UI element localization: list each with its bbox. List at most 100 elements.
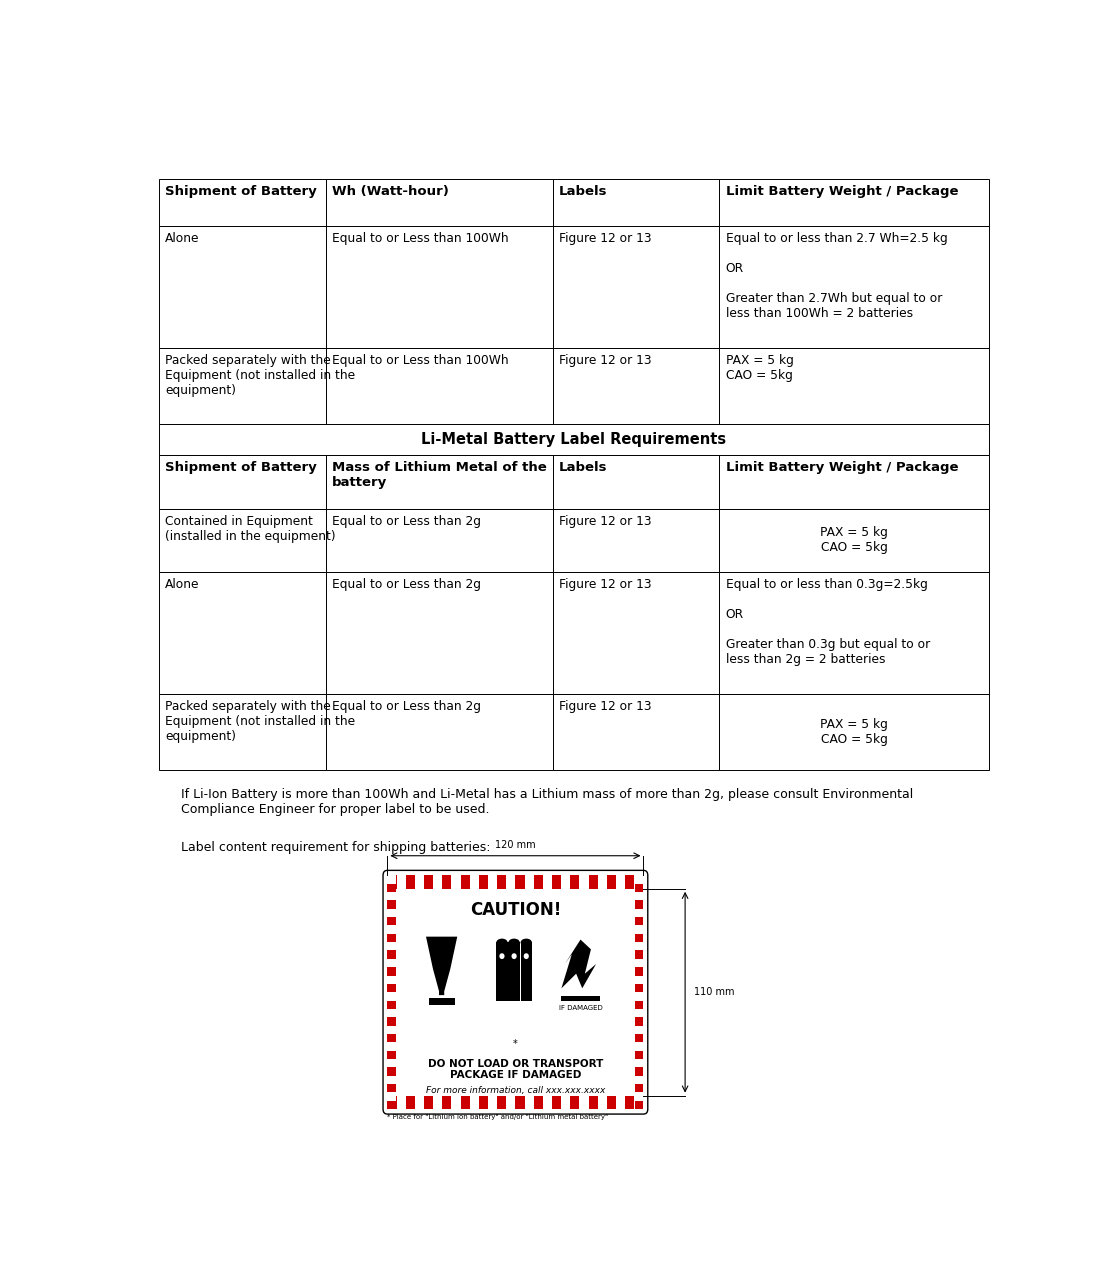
Ellipse shape: [508, 938, 520, 947]
Text: Figure 12 or 13: Figure 12 or 13: [559, 514, 652, 528]
Bar: [442, 1095, 451, 1109]
Text: Labels: Labels: [559, 461, 607, 473]
Bar: [543, 875, 552, 889]
Text: Equal to or Less than 100Wh: Equal to or Less than 100Wh: [332, 232, 508, 244]
Bar: [552, 875, 561, 889]
Bar: [388, 1018, 396, 1025]
Text: Equal to or Less than 2g: Equal to or Less than 2g: [332, 700, 480, 713]
Bar: [561, 875, 570, 889]
Text: PAX = 5 kg
CAO = 5kg: PAX = 5 kg CAO = 5kg: [726, 353, 793, 382]
Bar: [552, 694, 719, 770]
Polygon shape: [561, 939, 596, 989]
Bar: [589, 875, 598, 889]
Bar: [388, 1051, 396, 1060]
Bar: [159, 180, 326, 227]
Bar: [534, 875, 543, 889]
Bar: [635, 1084, 643, 1093]
Bar: [388, 951, 396, 958]
Bar: [433, 1095, 442, 1109]
Bar: [508, 942, 520, 1001]
Bar: [635, 934, 643, 942]
Text: 120 mm: 120 mm: [495, 839, 535, 849]
Text: Equal to or less than 2.7 Wh=2.5 kg

OR

Greater than 2.7Wh but equal to or
less: Equal to or less than 2.7 Wh=2.5 kg OR G…: [726, 232, 948, 320]
Text: Mass of Lithium Metal of the
battery: Mass of Lithium Metal of the battery: [332, 461, 547, 489]
Bar: [521, 942, 532, 1001]
Bar: [719, 454, 989, 509]
Bar: [388, 875, 643, 1109]
Bar: [326, 348, 552, 424]
Bar: [719, 572, 989, 694]
Bar: [570, 1095, 579, 1109]
Bar: [635, 1093, 643, 1101]
Bar: [396, 875, 405, 889]
Bar: [635, 925, 643, 934]
Bar: [388, 925, 396, 934]
Bar: [479, 1095, 488, 1109]
Bar: [607, 875, 616, 889]
Bar: [497, 875, 506, 889]
Bar: [460, 1095, 469, 1109]
Bar: [579, 1095, 589, 1109]
Text: Equal to or less than 0.3g=2.5kg

OR

Greater than 0.3g but equal to or
less tha: Equal to or less than 0.3g=2.5kg OR Grea…: [726, 577, 930, 666]
Ellipse shape: [524, 953, 529, 960]
Text: 110 mm: 110 mm: [693, 987, 735, 998]
Text: Equal to or Less than 2g: Equal to or Less than 2g: [332, 514, 480, 528]
Bar: [524, 875, 534, 889]
Bar: [635, 984, 643, 993]
Bar: [635, 1051, 643, 1060]
Bar: [598, 875, 607, 889]
Bar: [159, 694, 326, 770]
Bar: [469, 1095, 479, 1109]
Text: Li-Metal Battery Label Requirements: Li-Metal Battery Label Requirements: [421, 432, 727, 447]
Bar: [460, 875, 469, 889]
Bar: [635, 884, 643, 893]
Bar: [388, 958, 396, 967]
Bar: [388, 893, 396, 900]
Bar: [388, 900, 396, 909]
Bar: [388, 1034, 396, 1042]
Bar: [388, 1095, 396, 1109]
Bar: [634, 875, 643, 889]
Bar: [635, 993, 643, 1000]
Bar: [552, 1095, 561, 1109]
Bar: [388, 967, 396, 976]
Bar: [159, 509, 326, 572]
Text: CAUTION!: CAUTION!: [469, 900, 561, 919]
Bar: [388, 1067, 396, 1076]
Bar: [506, 875, 515, 889]
Bar: [326, 694, 552, 770]
Bar: [635, 893, 643, 900]
Bar: [388, 1025, 396, 1034]
Bar: [552, 454, 719, 509]
Text: DO NOT LOAD OR TRANSPORT
PACKAGE IF DAMAGED: DO NOT LOAD OR TRANSPORT PACKAGE IF DAMA…: [428, 1058, 603, 1080]
Bar: [326, 227, 552, 348]
Text: Figure 12 or 13: Figure 12 or 13: [559, 353, 652, 367]
Bar: [719, 694, 989, 770]
Bar: [635, 1042, 643, 1051]
Bar: [496, 942, 507, 1001]
Bar: [635, 942, 643, 951]
Bar: [388, 1076, 396, 1084]
Bar: [598, 1095, 607, 1109]
Text: Equal to or Less than 2g: Equal to or Less than 2g: [332, 577, 480, 591]
Bar: [388, 1093, 396, 1101]
Polygon shape: [426, 937, 457, 995]
Bar: [388, 993, 396, 1000]
Bar: [326, 454, 552, 509]
Bar: [424, 1095, 433, 1109]
Bar: [451, 1095, 460, 1109]
Bar: [552, 572, 719, 694]
Bar: [635, 1101, 643, 1109]
Bar: [479, 875, 488, 889]
Text: PAX = 5 kg
CAO = 5kg: PAX = 5 kg CAO = 5kg: [820, 718, 888, 746]
Bar: [388, 984, 396, 993]
Bar: [515, 875, 524, 889]
Bar: [159, 424, 989, 454]
Bar: [388, 976, 396, 984]
Text: Alone: Alone: [165, 232, 199, 244]
Text: Contained in Equipment
(installed in the equipment): Contained in Equipment (installed in the…: [165, 514, 336, 543]
Bar: [159, 227, 326, 348]
Text: *: *: [513, 1039, 517, 1048]
Bar: [396, 889, 635, 1095]
Bar: [414, 1095, 424, 1109]
